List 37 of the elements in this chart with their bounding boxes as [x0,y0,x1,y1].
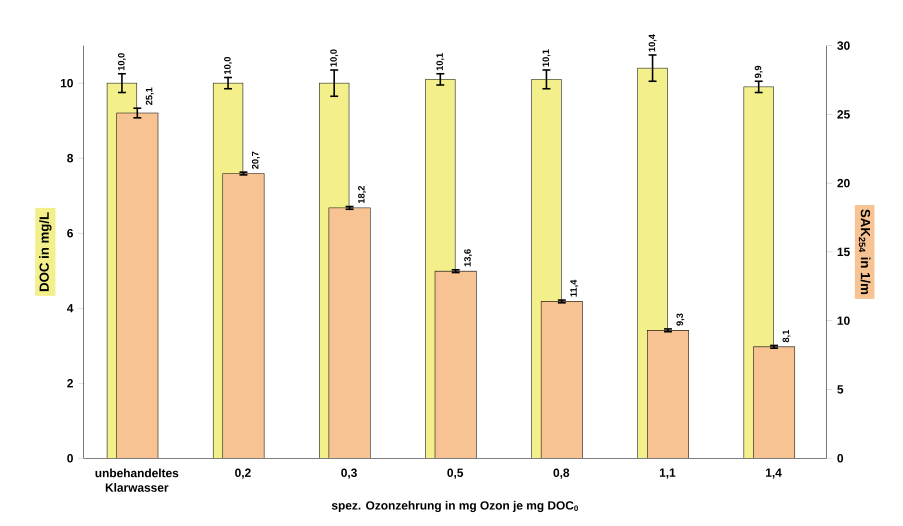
data-label: 8,1 [782,330,790,342]
y-tick-label: 10 [60,79,73,88]
data-label: 11,4 [570,280,578,297]
y2-tick-label: 5 [837,385,844,394]
data-label: 10,0 [224,57,232,74]
data-label: 13,6 [464,249,472,266]
x-tick-label: 0,5 [447,468,464,479]
y-tick-label: 0 [67,454,73,463]
y2-tick-label: 10 [838,316,850,326]
y-tick-label: 2 [67,379,73,388]
y2-tick-label: 25 [837,110,850,119]
data-label: 20,7 [252,152,260,170]
x-tick-label: 1,1 [660,468,676,479]
data-label: 10,1 [542,49,550,67]
data-label: 9,9 [754,66,763,78]
data-label: 10,4 [648,34,657,52]
y2-tick-label: 0 [837,454,844,463]
y2-tick-label: 15 [838,248,850,256]
y-axis-title: DOC in mg/L [39,212,52,292]
x-tick-label: 0,2 [235,468,251,479]
y2-tick-label: 20 [837,179,850,188]
y-tick-label: 8 [67,154,74,163]
x-tick-label: 0,3 [341,468,357,479]
y2-axis-title: SAK$_{254}$ in 1/m [858,209,870,294]
data-label: 25,1 [146,88,154,106]
x-tick-label: 0,8 [554,468,570,479]
x-tick-label: 1,4 [766,468,782,479]
y-tick-label: 6 [67,229,73,238]
data-label: 9,3 [676,314,684,326]
data-label: 10,0 [330,50,338,67]
y2-tick-label: 30 [837,42,850,50]
data-label: 10,0 [118,53,126,70]
x-axis-title: spez. Ozonzehrung in mg Ozon je mg DOC$_{0}$ [332,501,578,512]
x-tick-label: unbehandeltes Klarwasser [96,468,178,492]
data-label: 10,1 [436,53,444,70]
data-label: 18,2 [358,186,366,204]
y-tick-label: 4 [66,304,74,312]
